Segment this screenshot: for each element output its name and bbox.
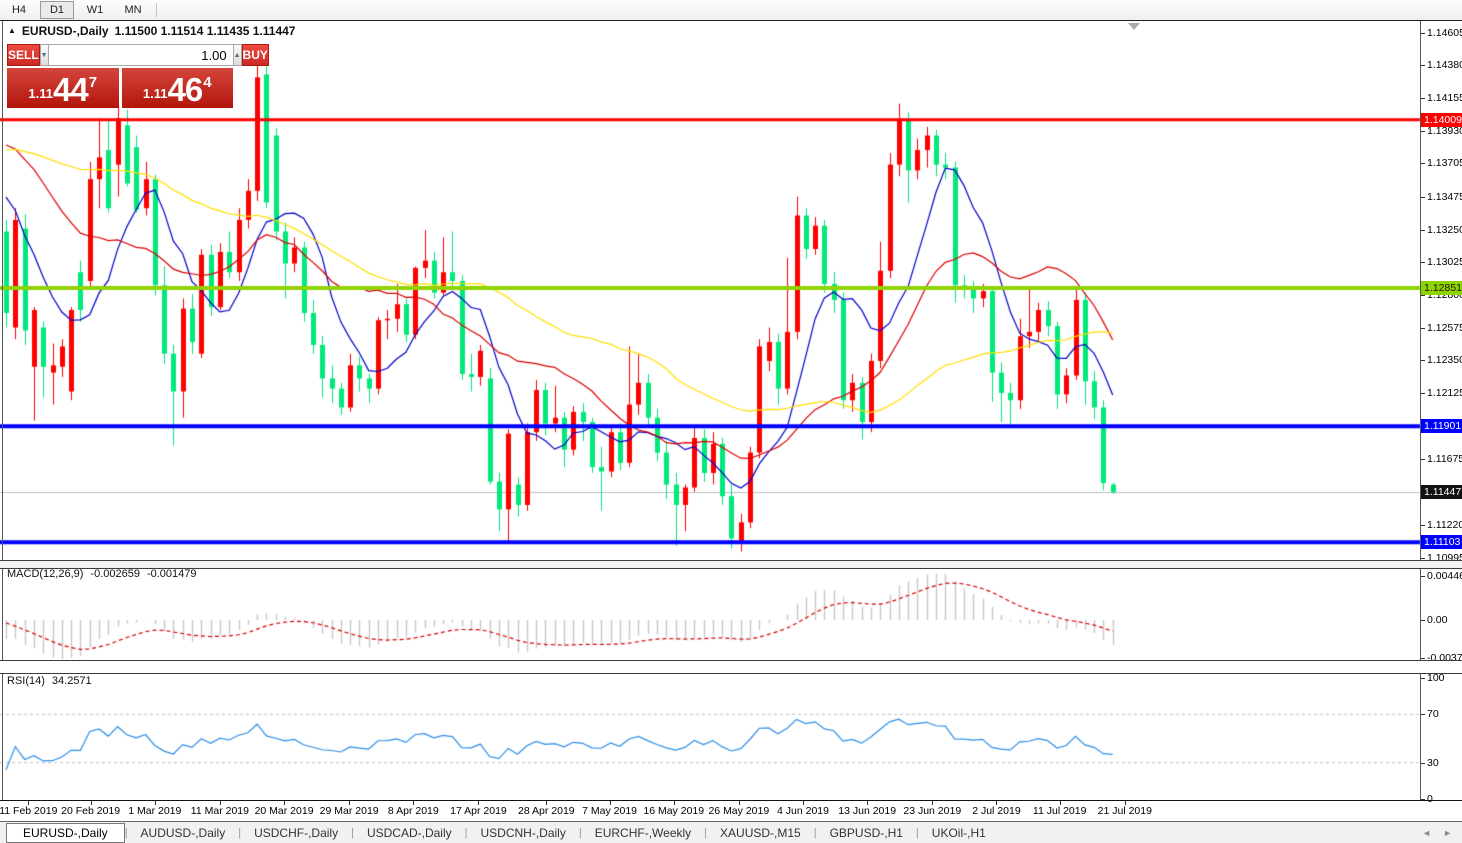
macd-pane-divider[interactable] (0, 560, 1462, 569)
buy-button[interactable]: BUY (241, 44, 269, 66)
tab-xauusd-m15[interactable]: XAUUSD-,M15 (720, 825, 801, 840)
macd-label: MACD(12,26,9) (7, 568, 84, 580)
rsi-pane-title: RSI(14) 34.2571 (7, 675, 92, 687)
chart-shift-marker-icon[interactable] (1128, 23, 1140, 30)
tab-separator: | (238, 826, 242, 839)
volume-input[interactable] (48, 44, 233, 66)
rsi-value: 34.2571 (51, 675, 92, 687)
chart-ohlc-values: 1.11500 1.11514 1.11435 1.11447 (114, 24, 296, 38)
tabs-scroll-left-icon[interactable]: ◄ (1422, 827, 1432, 838)
tab-separator: | (915, 826, 919, 839)
sell-button[interactable]: SELL (7, 44, 40, 66)
tab-separator: | (351, 826, 354, 839)
price-axis-border (1420, 21, 1421, 801)
volume-increase-button[interactable]: ▲ (232, 44, 242, 66)
buy-price-panel[interactable]: 1.11 46 4 (121, 68, 233, 108)
macd-main-value: -0.002659 (90, 568, 140, 580)
tab-separator: | (704, 826, 708, 839)
buy-price-big: 46 (167, 71, 204, 108)
rsi-pane-divider[interactable] (0, 660, 1462, 674)
tab-usdchf-daily[interactable]: USDCHF-,Daily (254, 825, 339, 840)
tab-separator: | (578, 826, 582, 839)
tab-ukoil-h1[interactable]: UKOil-,H1 (931, 825, 986, 840)
tab-gbpusd-h1[interactable]: GBPUSD-,H1 (829, 825, 903, 840)
tab-separator: | (813, 826, 817, 839)
collapse-icon[interactable]: ▲ (8, 25, 16, 35)
tab-usdcnh-daily[interactable]: USDCNH-,Daily (480, 825, 566, 840)
tabs-scroll-right-icon[interactable]: ► (1443, 827, 1452, 838)
tab-separator: | (124, 826, 128, 839)
time-axis-border (0, 800, 1462, 801)
chart-left-border (2, 21, 3, 801)
sell-price-big: 44 (53, 71, 89, 108)
sell-price-sup: 7 (88, 74, 98, 91)
macd-signal-value: -0.001479 (146, 568, 197, 580)
tab-eurchf-weekly[interactable]: EURCHF-,Weekly (594, 825, 692, 840)
chart-title: ▲ EURUSD-,Daily 1.11500 1.11514 1.11435 … (8, 24, 295, 38)
macd-pane-title: MACD(12,26,9) -0.002659 -0.001479 (7, 568, 197, 580)
rsi-label: RSI(14) (7, 675, 45, 687)
tab-audusd-daily[interactable]: AUDUSD-,Daily (140, 825, 226, 840)
chart-tab-bar: EURUSD-,Daily | AUDUSD-,Daily | USDCHF-,Dail… (0, 821, 1462, 843)
sell-price-prefix: 1.11 (28, 86, 54, 101)
tab-eurusd-daily[interactable]: EURUSD-,Daily (6, 822, 125, 843)
buy-price-sup: 4 (203, 74, 212, 91)
chart-symbol-label: EURUSD-,Daily (21, 24, 109, 38)
sell-price-panel[interactable]: 1.11 44 7 (7, 68, 119, 108)
tab-separator: | (464, 826, 468, 839)
buy-price-prefix: 1.11 (142, 86, 168, 101)
volume-decrease-button[interactable]: ▼ (39, 44, 49, 66)
tab-usdcad-daily[interactable]: USDCAD-,Daily (366, 825, 452, 840)
